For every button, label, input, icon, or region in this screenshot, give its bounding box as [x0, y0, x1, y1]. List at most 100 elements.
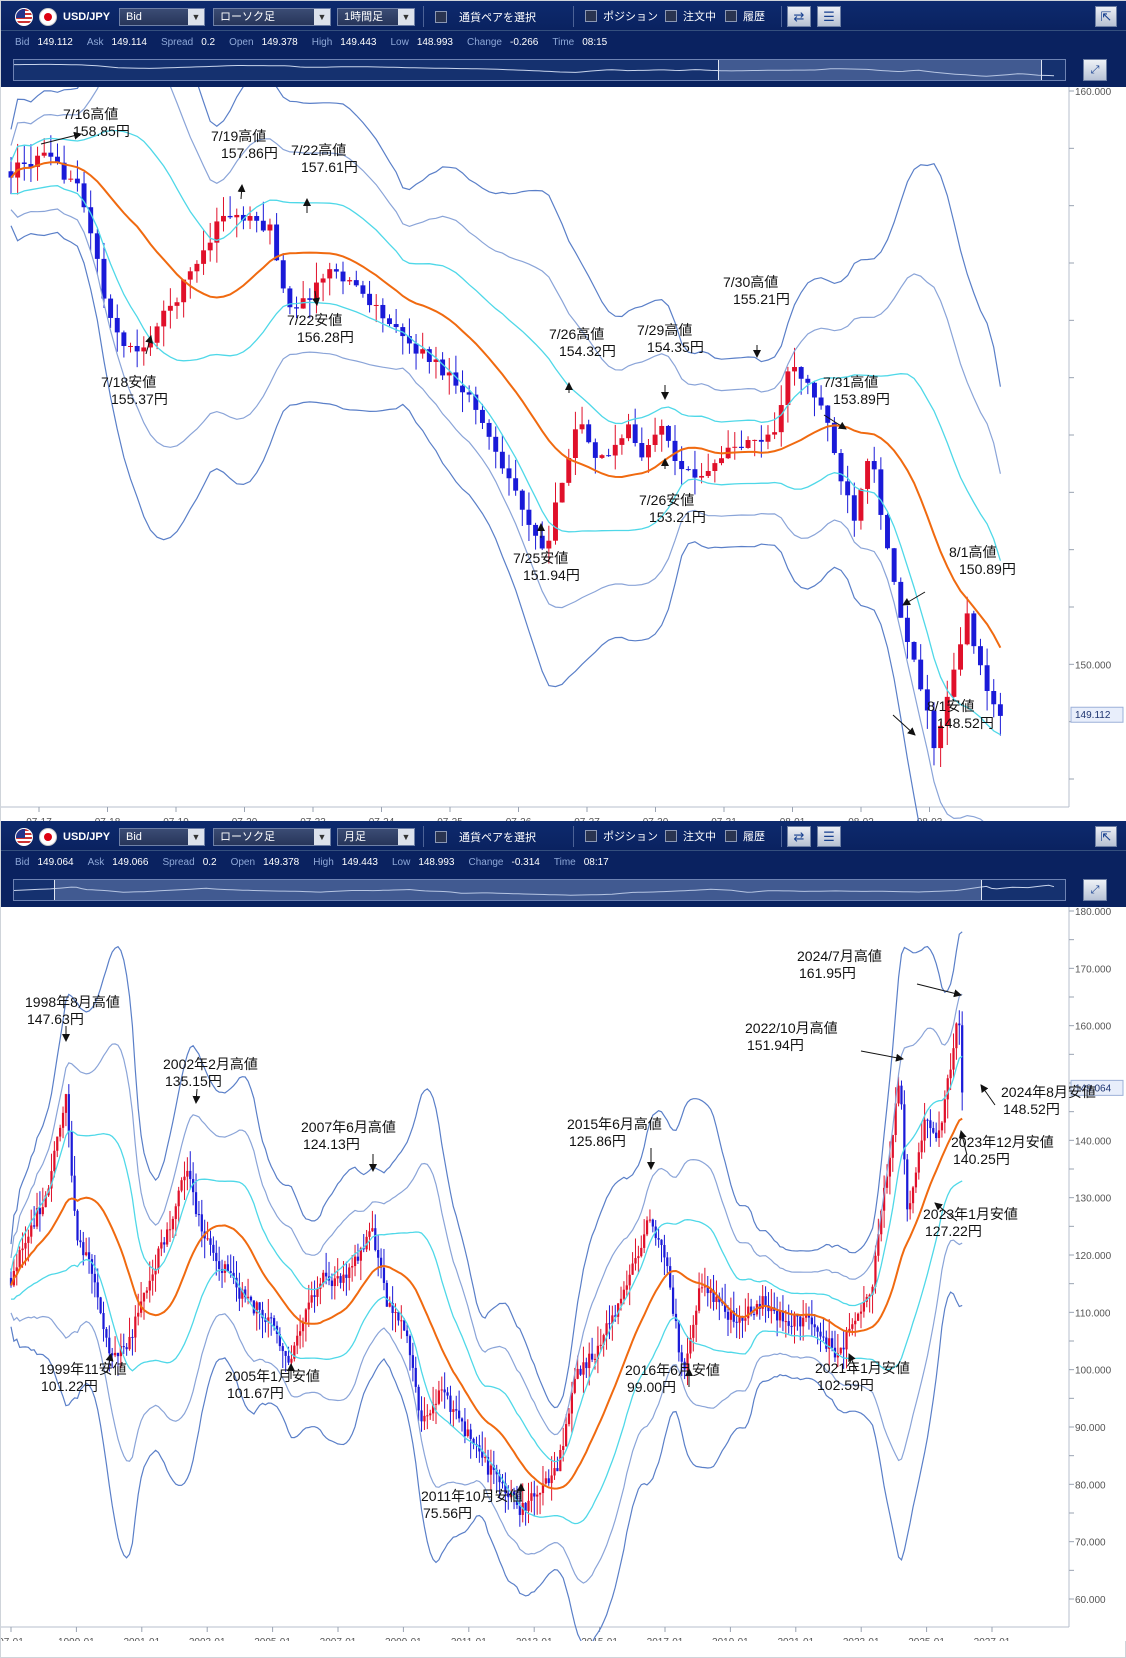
pair-select-checkbox[interactable]: 通貨ペアを選択	[435, 829, 536, 845]
candle-body	[385, 1282, 388, 1307]
candle-body	[617, 1303, 620, 1317]
candle-body	[310, 1295, 313, 1303]
timeframe-select[interactable]: 1時間足 ▼	[337, 8, 415, 26]
candle-body	[592, 442, 598, 458]
price-type-value: Bid	[126, 831, 142, 843]
candle-body	[828, 1338, 831, 1349]
candle-body	[582, 1362, 585, 1375]
orders-checkbox[interactable]: 注文中	[665, 8, 716, 24]
quote-value-open: 149.378	[263, 857, 300, 868]
candle-body	[804, 1315, 808, 1318]
price-type-select[interactable]: Bid ▼	[119, 828, 205, 846]
candle-body	[842, 1347, 845, 1350]
pair-selector[interactable]: USD/JPY	[15, 7, 110, 26]
candle-body	[651, 1219, 654, 1227]
orders-checkbox[interactable]: 注文中	[665, 828, 716, 844]
candle-body	[579, 424, 585, 430]
annotation-price: 156.28円	[297, 329, 354, 345]
navigator-track[interactable]	[13, 59, 1066, 81]
bollinger-upper-2	[10, 993, 963, 1436]
candle-body	[223, 1264, 227, 1273]
candle-body	[342, 1274, 345, 1283]
scale-button[interactable]: ⤢	[1083, 59, 1107, 81]
candle-body	[154, 326, 160, 343]
layout-button[interactable]: ☰	[817, 826, 841, 847]
candle-body	[365, 1236, 368, 1250]
bollinger-lower-1	[11, 185, 1001, 736]
pair-selector[interactable]: USD/JPY	[15, 827, 110, 846]
hourly-candle-chart[interactable]: 160.000 150.000 07-17 07-18 07-19 07-20 07-23 0…	[1, 87, 1126, 821]
candle-body	[21, 1248, 24, 1251]
candle-body	[420, 349, 426, 354]
candle-body	[105, 1329, 108, 1338]
quote-value-high: 149.443	[341, 857, 378, 868]
history-checkbox[interactable]: 履歴	[725, 8, 765, 24]
time-tick-label: 07-17	[26, 817, 52, 821]
candle-body	[206, 1238, 209, 1240]
time-tick-label: 2027-01	[974, 1637, 1011, 1641]
candle-body	[449, 1395, 452, 1412]
quote-value-spread: 0.2	[201, 37, 216, 48]
candle-body	[845, 1331, 848, 1350]
candle-body	[608, 1323, 611, 1325]
candle-body	[183, 1176, 186, 1181]
candle-body	[683, 1361, 686, 1370]
candle-body	[811, 382, 817, 398]
annotation-label: 2023年1月安値	[923, 1206, 1018, 1222]
candle-body	[359, 1248, 362, 1261]
candle-body	[643, 1234, 646, 1248]
chart-settings-button[interactable]: ⇄	[787, 6, 811, 27]
quote-label-time: Time	[552, 37, 575, 48]
position-checkbox[interactable]: ポジション	[585, 8, 658, 24]
candle-body	[304, 1309, 308, 1322]
position-checkbox[interactable]: ポジション	[585, 828, 658, 844]
candle-body	[550, 1475, 553, 1484]
quote-value-spread: 0.2	[202, 857, 217, 868]
candle-body	[816, 1327, 819, 1332]
candle-body	[790, 1325, 793, 1327]
collapse-button[interactable]: ⇱	[1095, 826, 1117, 847]
candle-body	[274, 224, 280, 261]
candle-body	[466, 1429, 469, 1437]
candle-body	[949, 1069, 952, 1079]
candle-body	[937, 1130, 941, 1139]
navigator-track[interactable]	[13, 879, 1066, 901]
candle-body	[247, 216, 253, 221]
candle-body	[212, 1244, 215, 1253]
timeframe-select[interactable]: 月足 ▼	[337, 828, 415, 846]
quote-label-high: High	[313, 857, 334, 868]
candle-body	[885, 514, 890, 549]
collapse-button[interactable]: ⇱	[1095, 6, 1117, 27]
chart-kind-select[interactable]: ローソク足 ▼	[213, 828, 331, 846]
time-tick-label: 2011-01	[451, 1637, 487, 1641]
candle-body	[41, 152, 47, 156]
time-tick-label: 07-27	[574, 817, 600, 821]
candle-body	[44, 1195, 47, 1208]
scale-button[interactable]: ⤢	[1083, 879, 1107, 901]
candle-body	[891, 1135, 894, 1158]
candle-body	[579, 1368, 582, 1375]
chart-settings-button[interactable]: ⇄	[787, 826, 811, 847]
monthly-candle-chart[interactable]: 180.000 170.000 160.000 140.000 130.000 120.0…	[1, 907, 1126, 1641]
candle-body	[929, 1120, 932, 1129]
pair-select-checkbox[interactable]: 通貨ペアを選択	[435, 9, 536, 25]
price-type-select[interactable]: Bid ▼	[119, 8, 205, 26]
navigator-window[interactable]	[54, 880, 982, 900]
candle-body	[911, 1187, 915, 1204]
candle-body	[379, 1257, 383, 1268]
candle-body	[709, 1290, 712, 1294]
candle-body	[533, 524, 539, 536]
time-tick-label: 07-23	[300, 817, 326, 821]
time-tick-label: 2001-01	[123, 1637, 160, 1641]
candle-body	[194, 1192, 198, 1215]
candle-body	[677, 1321, 680, 1353]
candle-body	[377, 1249, 380, 1258]
annotation-price: 155.37円	[111, 391, 168, 407]
layout-button[interactable]: ☰	[817, 6, 841, 27]
candle-body	[300, 298, 306, 309]
chart-kind-select[interactable]: ローソク足 ▼	[213, 8, 331, 26]
candle-body	[406, 336, 412, 344]
history-checkbox[interactable]: 履歴	[725, 828, 765, 844]
candle-body	[307, 1302, 310, 1310]
navigator-window[interactable]	[718, 60, 1042, 80]
